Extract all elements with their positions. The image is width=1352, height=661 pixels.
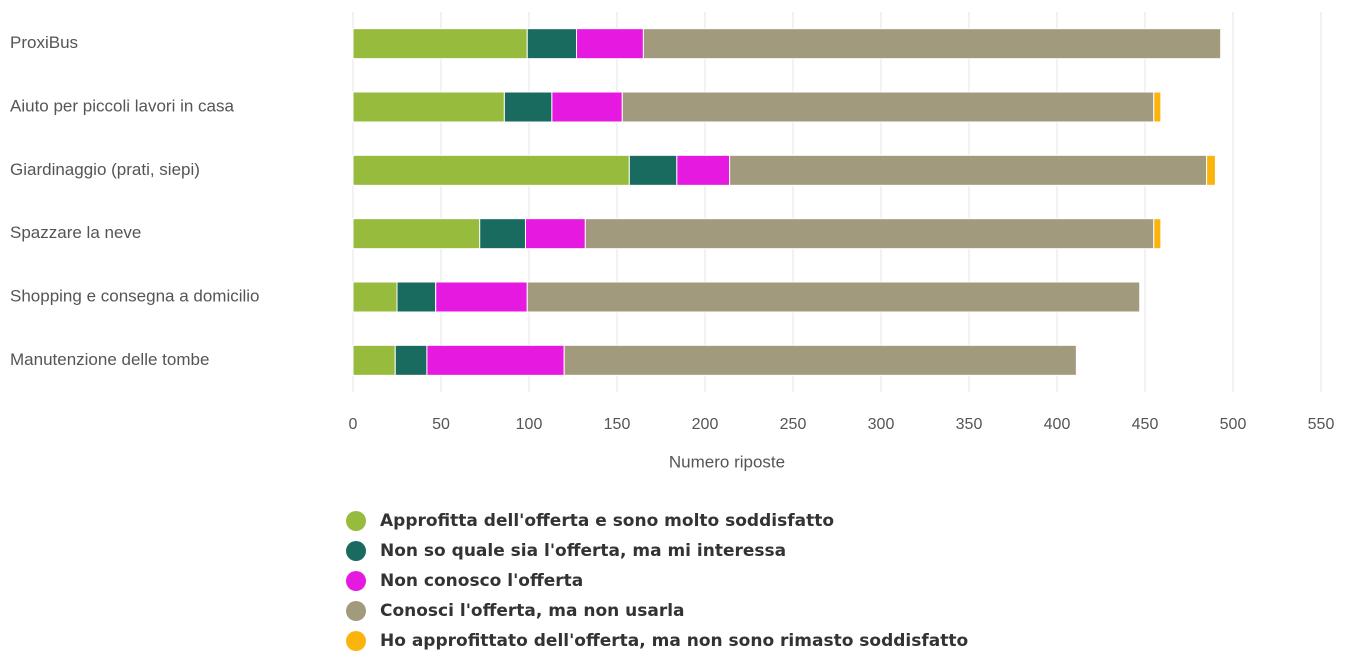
x-tick-label: 450	[1132, 416, 1159, 433]
bar-segment	[396, 281, 437, 313]
legend-marker	[346, 511, 366, 531]
legend-marker	[346, 541, 366, 561]
bar-segment	[394, 344, 428, 376]
bar-segment	[628, 154, 678, 186]
x-tick-label: 0	[349, 416, 358, 433]
y-tick-label: Shopping e consegna a domicilio	[10, 286, 260, 305]
legend-label: Approfitta dell'offerta e sono molto sod…	[380, 511, 834, 531]
bar-segment	[642, 28, 1222, 60]
y-tick-label: Spazzare la neve	[10, 223, 141, 242]
x-tick-label: 550	[1308, 416, 1335, 433]
legend-marker	[346, 571, 366, 591]
bar-segment	[729, 154, 1208, 186]
bar-segment	[584, 218, 1155, 250]
bar-segment	[551, 91, 623, 123]
y-tick-label: Giardinaggio (prati, siepi)	[10, 160, 200, 179]
bar-segment	[526, 28, 578, 60]
legend-label: Non conosco l'offerta	[380, 571, 583, 591]
y-tick-label: Manutenzione delle tombe	[10, 350, 209, 369]
bar-segment	[503, 91, 553, 123]
bar-segment	[352, 91, 505, 123]
x-tick-label: 400	[1044, 416, 1071, 433]
x-tick-label: 250	[780, 416, 807, 433]
bar-segment	[352, 218, 481, 250]
legend-marker	[346, 631, 366, 651]
bar-segment	[621, 91, 1155, 123]
x-tick-label: 150	[604, 416, 631, 433]
x-tick-label: 350	[956, 416, 983, 433]
bar-segment	[352, 28, 528, 60]
legend-label: Conosci l'offerta, ma non usarla	[380, 601, 685, 621]
x-tick-label: 300	[868, 416, 895, 433]
bar-segment	[435, 281, 528, 313]
y-tick-label: ProxiBus	[10, 33, 78, 52]
x-axis-title: Numero riposte	[669, 452, 785, 471]
y-tick-label: Aiuto per piccoli lavori in casa	[10, 96, 234, 115]
legend-label: Non so quale sia l'offerta, ma mi intere…	[380, 541, 786, 561]
bar-segment	[576, 28, 644, 60]
legend-label: Ho approfittato dell'offerta, ma non son…	[380, 631, 968, 651]
bar-segment	[352, 344, 396, 376]
x-tick-label: 200	[692, 416, 719, 433]
x-tick-label: 50	[432, 416, 450, 433]
bar-segment	[1153, 91, 1162, 123]
bar-segment	[1153, 218, 1162, 250]
legend-marker	[346, 601, 366, 621]
bar-segment	[352, 154, 630, 186]
bar-segment	[1206, 154, 1216, 186]
bar-segment	[676, 154, 731, 186]
bar-segment	[524, 218, 586, 250]
bar-segment	[563, 344, 1077, 376]
bar-segment	[479, 218, 526, 250]
bar-segment	[352, 281, 398, 313]
x-tick-label: 500	[1220, 416, 1247, 433]
bar-segment	[426, 344, 565, 376]
x-tick-label: 100	[516, 416, 543, 433]
bar-segment	[526, 281, 1141, 313]
